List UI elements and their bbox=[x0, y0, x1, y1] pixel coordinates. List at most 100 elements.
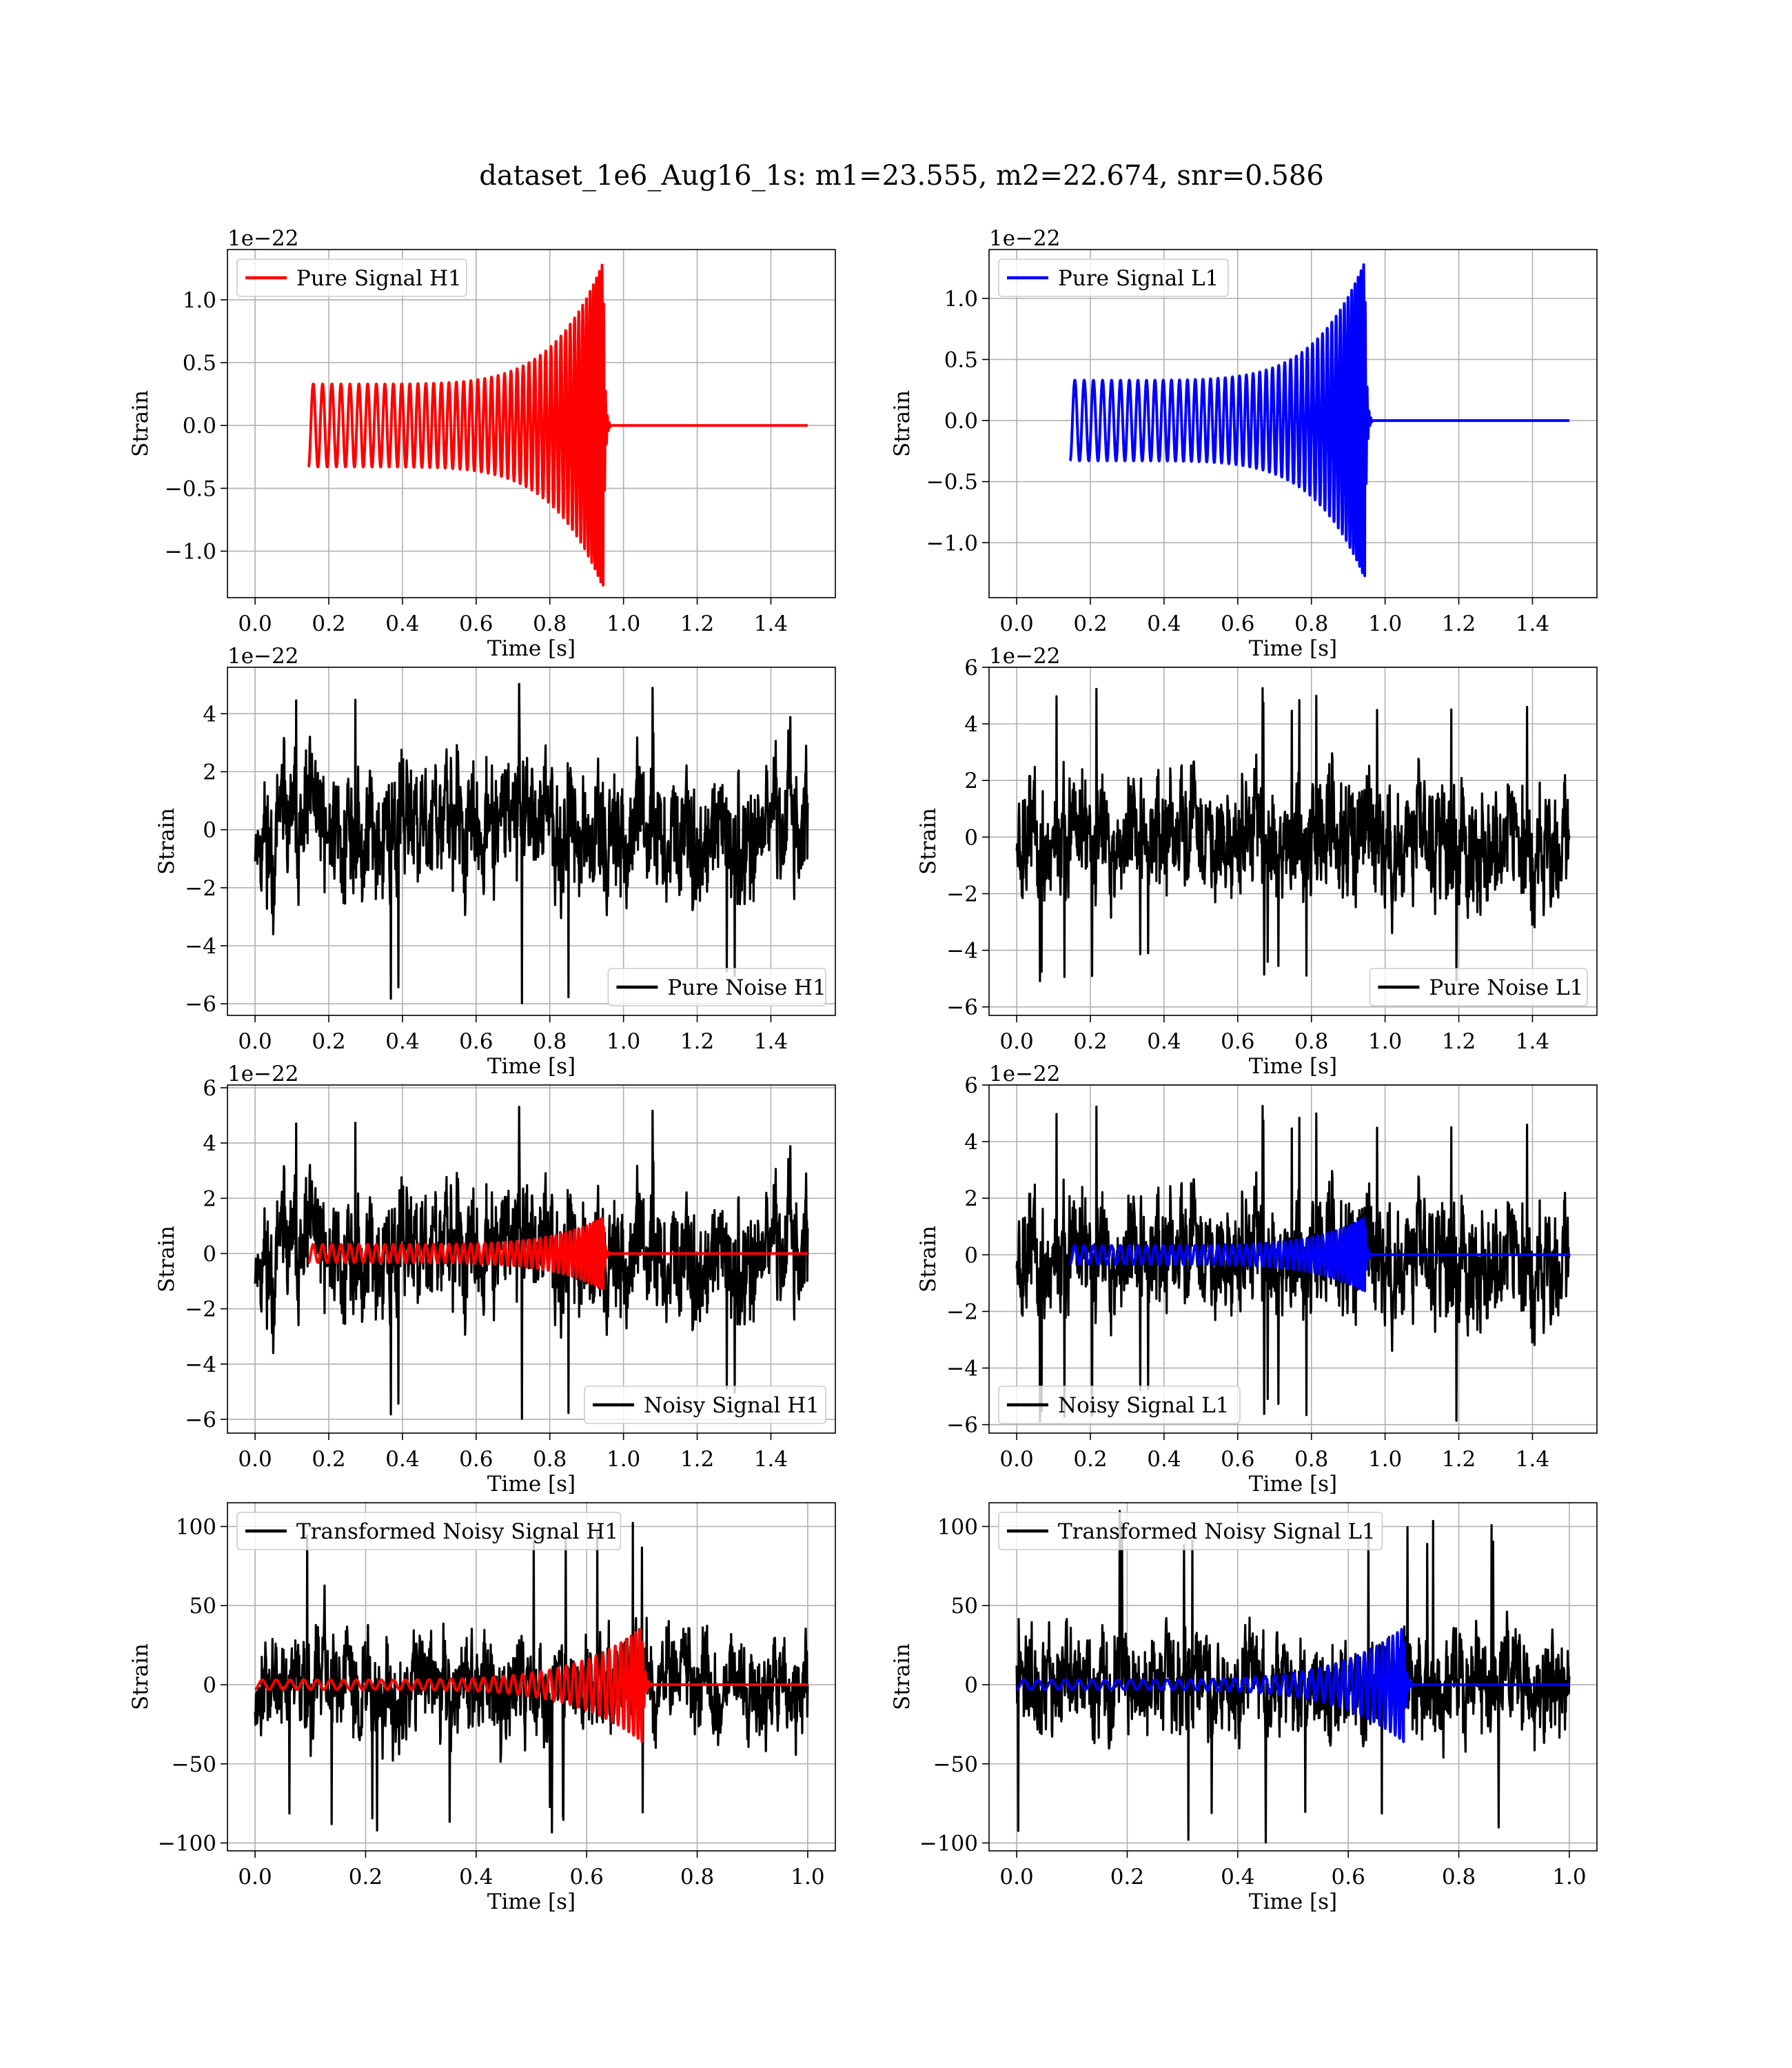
x-axis-label: Time [s] bbox=[487, 1472, 576, 1497]
figure-title: dataset_1e6_Aug16_1s: m1=23.555, m2=22.6… bbox=[479, 160, 1324, 192]
y-tick-label: −100 bbox=[158, 1832, 216, 1856]
x-axis-label: Time [s] bbox=[1249, 1889, 1337, 1914]
series-line-pure-signal-h1 bbox=[307, 263, 809, 587]
y-tick-label: 4 bbox=[203, 1131, 216, 1156]
legend-frame bbox=[584, 1386, 826, 1424]
legend: Pure Noise L1 bbox=[1369, 968, 1588, 1006]
y-axis-label: Strain bbox=[890, 390, 915, 457]
x-tick-label: 0.0 bbox=[999, 1865, 1033, 1889]
y-tick-label: 100 bbox=[937, 1514, 978, 1539]
y-tick-label: 0.0 bbox=[944, 409, 978, 434]
x-axis-label: Time [s] bbox=[1249, 1472, 1337, 1497]
legend-label: Pure Noise H1 bbox=[667, 975, 826, 1000]
x-tick-label: 0.8 bbox=[1442, 1865, 1476, 1889]
x-tick-label: 0.8 bbox=[533, 611, 567, 636]
x-tick-label: 0.2 bbox=[312, 1447, 345, 1472]
x-tick-label: 0.2 bbox=[349, 1865, 383, 1889]
series-group bbox=[1015, 1104, 1571, 1423]
legend: Transformed Noisy Signal L1 bbox=[998, 1512, 1383, 1550]
x-tick-label: 0.6 bbox=[1221, 1447, 1254, 1472]
plot-frame bbox=[227, 1084, 836, 1434]
subplot-transformed-noisy-signal-l1: 0.0 0.2 0.4 0.6 0.8 1.0 −100 −50 0 50 100 Time [s] S… bbox=[890, 1502, 1598, 1914]
y-tick-label: 6 bbox=[964, 1073, 978, 1098]
plot-frame bbox=[227, 667, 836, 1016]
y-tick-label: −1.0 bbox=[165, 540, 216, 565]
x-tick-label: 0.2 bbox=[312, 1029, 345, 1054]
series-line-chirp-1 bbox=[1068, 1217, 1571, 1292]
x-axis-label: Time [s] bbox=[487, 1054, 576, 1079]
y-tick-label: −6 bbox=[185, 1408, 216, 1432]
subplot-pure-signal-h1: 0.0 0.2 0.4 0.6 0.8 1.0 1.2 1.4 −1.0 −0.5 0.0 0.5 1.… bbox=[128, 226, 836, 661]
y-tick-label: 0.0 bbox=[183, 414, 216, 438]
y-axis-label: Strain bbox=[916, 1226, 941, 1292]
x-tick-label: 1.4 bbox=[754, 1447, 788, 1472]
y-tick-label: 4 bbox=[964, 712, 978, 737]
legend-frame bbox=[998, 1386, 1241, 1424]
series-line-transformed-noisy-signal-l1 bbox=[1015, 1510, 1571, 1844]
plot-frame bbox=[988, 667, 1598, 1016]
legend-label: Transformed Noisy Signal H1 bbox=[296, 1519, 618, 1544]
y-tick-label: 2 bbox=[203, 1186, 216, 1211]
y-tick-label: 100 bbox=[176, 1514, 216, 1539]
series-group bbox=[254, 682, 809, 1004]
y-tick-label: −4 bbox=[185, 934, 216, 959]
x-tick-label: 0.8 bbox=[680, 1865, 714, 1889]
y-tick-label: −0.5 bbox=[926, 470, 978, 495]
x-tick-label: 0.6 bbox=[459, 1029, 493, 1054]
y-tick-label: 1.0 bbox=[944, 287, 978, 312]
x-tick-label: 0.4 bbox=[1221, 1865, 1254, 1889]
x-axis-label: Time [s] bbox=[487, 1889, 576, 1914]
x-axis-label: Time [s] bbox=[1249, 1054, 1337, 1079]
subplot-pure-noise-h1: 0.0 0.2 0.4 0.6 0.8 1.0 1.2 1.4 −6 −4 −2 0 2 4 Time [s… bbox=[154, 644, 836, 1079]
subplot-noisy-signal-h1: 0.0 0.2 0.4 0.6 0.8 1.0 1.2 1.4 −6 −4 −2 0 2 4 6 Time [… bbox=[154, 1062, 836, 1497]
y-tick-label: −6 bbox=[946, 1413, 978, 1438]
x-tick-label: 0.8 bbox=[1294, 1447, 1328, 1472]
x-tick-label: 1.2 bbox=[1442, 611, 1476, 636]
y-axis-label: Strain bbox=[890, 1643, 915, 1710]
x-tick-label: 1.2 bbox=[680, 1029, 714, 1054]
x-tick-label: 0.0 bbox=[238, 1447, 272, 1472]
x-tick-label: 0.6 bbox=[459, 611, 493, 636]
subplot-pure-noise-l1: 0.0 0.2 0.4 0.6 0.8 1.0 1.2 1.4 −6 −4 −2 0 2 4 6 Time [… bbox=[916, 644, 1598, 1079]
x-tick-label: 0.0 bbox=[999, 611, 1033, 636]
y-tick-label: −1.0 bbox=[926, 531, 978, 556]
series-group bbox=[254, 1106, 809, 1420]
y-tick-label: 0 bbox=[203, 1673, 216, 1698]
x-tick-label: 0.4 bbox=[385, 1447, 419, 1472]
y-offset-text: 1e−22 bbox=[989, 226, 1061, 251]
x-tick-label: 0.2 bbox=[1110, 1865, 1144, 1889]
y-tick-label: 4 bbox=[203, 702, 216, 727]
x-tick-label: 0.8 bbox=[533, 1029, 567, 1054]
grid bbox=[989, 250, 1597, 598]
x-tick-label: 0.6 bbox=[570, 1865, 604, 1889]
legend-frame bbox=[236, 258, 467, 297]
x-tick-label: 0.4 bbox=[385, 1029, 419, 1054]
series-group bbox=[254, 1521, 809, 1834]
x-tick-label: 0.6 bbox=[1221, 1029, 1254, 1054]
y-tick-label: 50 bbox=[951, 1594, 978, 1619]
subplot-noisy-signal-l1: 0.0 0.2 0.4 0.6 0.8 1.0 1.2 1.4 −6 −4 −2 0 2 4 6 Time [… bbox=[916, 1062, 1598, 1497]
y-axis-label: Strain bbox=[154, 808, 179, 875]
y-tick-label: −100 bbox=[919, 1832, 978, 1856]
y-tick-label: −6 bbox=[185, 992, 216, 1017]
x-tick-label: 1.0 bbox=[607, 1029, 640, 1054]
legend-label: Noisy Signal L1 bbox=[1058, 1393, 1230, 1418]
plot-frame bbox=[227, 1502, 836, 1852]
x-tick-label: 0.0 bbox=[999, 1447, 1033, 1472]
x-tick-label: 0.2 bbox=[1073, 1029, 1107, 1054]
x-tick-label: 0.2 bbox=[312, 611, 345, 636]
series-line-chirp-1 bbox=[254, 1628, 809, 1743]
y-tick-label: 0.5 bbox=[944, 347, 978, 372]
series-group bbox=[1015, 687, 1571, 982]
series-line-chirp-1 bbox=[307, 1217, 809, 1290]
series-group bbox=[307, 263, 809, 587]
x-tick-label: 1.0 bbox=[607, 1447, 640, 1472]
x-tick-label: 0.0 bbox=[238, 611, 272, 636]
x-tick-label: 1.2 bbox=[1442, 1029, 1476, 1054]
x-tick-label: 1.2 bbox=[1442, 1447, 1476, 1472]
legend: Pure Signal H1 bbox=[236, 258, 467, 297]
y-tick-label: 2 bbox=[964, 1186, 978, 1211]
y-axis-label: Strain bbox=[128, 390, 153, 457]
legend-frame bbox=[236, 1512, 622, 1550]
plot-frame bbox=[988, 1084, 1598, 1434]
